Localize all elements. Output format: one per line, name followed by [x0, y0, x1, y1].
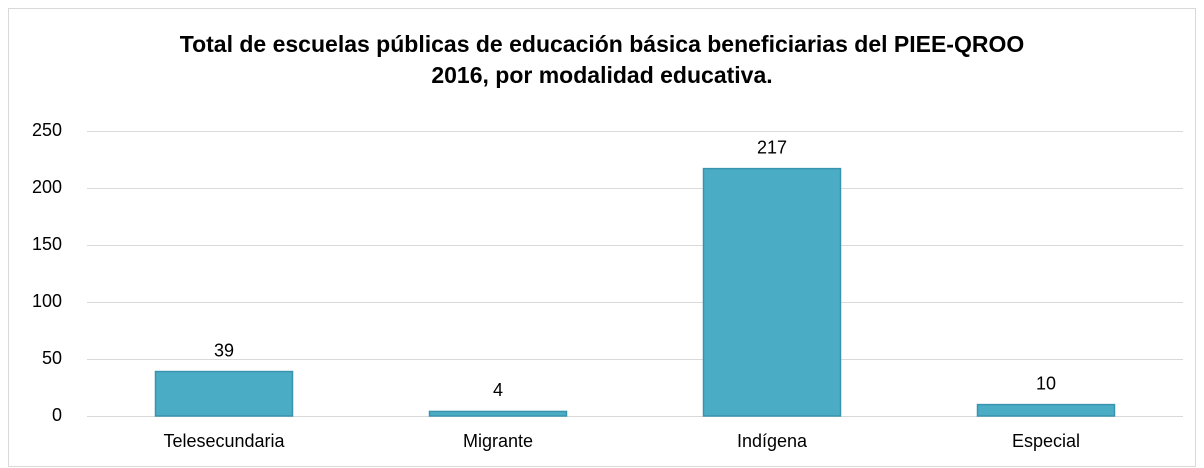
- y-tick-label: 250: [32, 120, 62, 140]
- data-label: 4: [493, 380, 503, 400]
- bar: [702, 167, 842, 417]
- chart-title: Total de escuelas públicas de educación …: [179, 31, 1025, 88]
- y-tick-label: 150: [32, 234, 62, 254]
- data-label: 39: [214, 340, 234, 360]
- bar: [154, 370, 294, 417]
- bar: [428, 410, 568, 417]
- y-tick-label: 0: [52, 405, 62, 425]
- x-tick-label: Telesecundaria: [163, 431, 285, 451]
- y-tick-label: 200: [32, 177, 62, 197]
- x-tick-label: Indígena: [737, 431, 808, 451]
- x-tick-label: Especial: [1012, 431, 1080, 451]
- bar: [976, 403, 1116, 417]
- x-tick-label: Migrante: [463, 431, 533, 451]
- y-tick-label: 50: [42, 348, 62, 368]
- y-tick-label: 100: [32, 291, 62, 311]
- data-label: 217: [757, 137, 787, 157]
- data-label: 10: [1036, 373, 1056, 393]
